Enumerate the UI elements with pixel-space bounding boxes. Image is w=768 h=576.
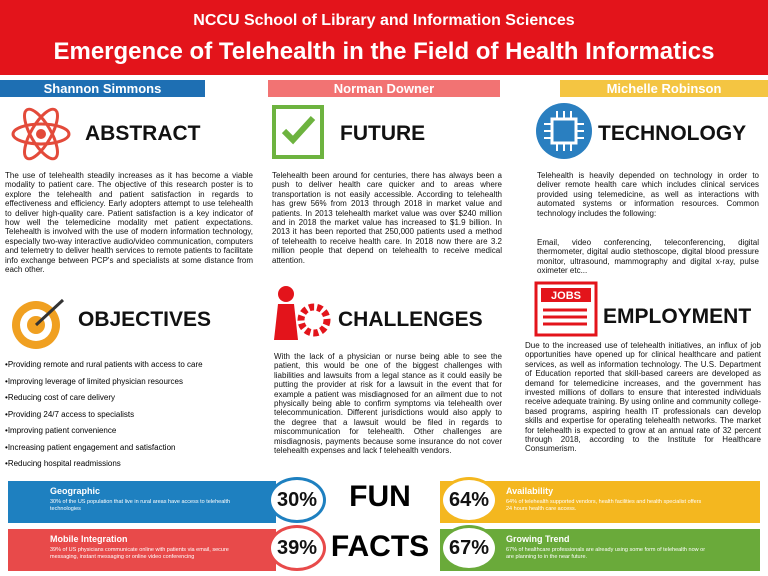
fact-text: 30% of the US population that live in ru… (50, 499, 231, 512)
header-band (0, 0, 768, 75)
heading: CHALLENGES (338, 308, 483, 331)
fact-title: Availability (506, 486, 554, 496)
school: NCCU School of Library and Information S… (193, 12, 575, 29)
technology-text: Telehealth is heavily depended on techno… (537, 171, 759, 218)
author: Shannon Simmons (0, 80, 205, 97)
chip-icon (536, 103, 592, 159)
fact-box: Mobile Integration 39% of US physicians c… (8, 529, 276, 571)
objective-item: Increasing patient engagement and satisf… (5, 443, 255, 452)
fact-title: Geographic (50, 486, 101, 496)
title: Emergence of Telehealth in the Field of … (53, 38, 715, 65)
fact-text: 67% of healthcare professionals are alre… (506, 547, 706, 560)
author: Norman Downer (268, 80, 500, 97)
fact-percent: 64% (440, 477, 498, 523)
fact-title: Mobile Integration (50, 534, 128, 544)
target-icon (12, 298, 65, 349)
objectives-list: Providing remote and rural patients with… (5, 360, 255, 476)
fact-percent: 30% (268, 477, 326, 523)
objective-item: Providing remote and rural patients with… (5, 360, 255, 369)
fact-percent: 39% (268, 525, 326, 571)
checklist-icon (272, 105, 324, 159)
objective-item: Reducing hospital readmissions (5, 459, 255, 468)
fun-title: FACTS (330, 530, 430, 563)
objective-item: Reducing cost of care delivery (5, 393, 255, 402)
abstract-text: The use of telehealth steadily increases… (5, 171, 253, 275)
employment-text: Due to the increased use of telehealth i… (525, 341, 761, 454)
jobs-icon: JOBS (534, 281, 598, 337)
objective-item: Improving patient convenience (5, 426, 255, 435)
fact-text: 64% of telehealth supported vendors, hea… (506, 499, 702, 512)
objective-item: Providing 24/7 access to specialists (5, 410, 255, 419)
fact-percent: 67% (440, 525, 498, 571)
challenges-text: With the lack of a physician or nurse be… (274, 352, 502, 456)
fun-title: FUN (349, 480, 411, 513)
jobs-label: JOBS (551, 290, 581, 302)
objective-item: Improving leverage of limited physician … (5, 377, 255, 386)
future-text: Telehealth been around for centuries, th… (272, 171, 502, 265)
author: Michelle Robinson (560, 80, 768, 97)
heading: OBJECTIVES (78, 308, 212, 331)
technology-list: Email, video conferencing, teleconferenc… (537, 238, 759, 276)
heading: ABSTRACT (85, 122, 201, 145)
heading: TECHNOLOGY (598, 122, 747, 145)
heading: EMPLOYMENT (603, 305, 752, 328)
gears-icon (274, 286, 331, 340)
heading: FUTURE (340, 122, 426, 145)
fact-title: Growing Trend (506, 534, 570, 544)
fact-text: 39% of US physicians communicate online … (50, 547, 229, 560)
atom-icon (11, 107, 71, 161)
fact-box: Geographic 30% of the US population that … (8, 481, 276, 523)
